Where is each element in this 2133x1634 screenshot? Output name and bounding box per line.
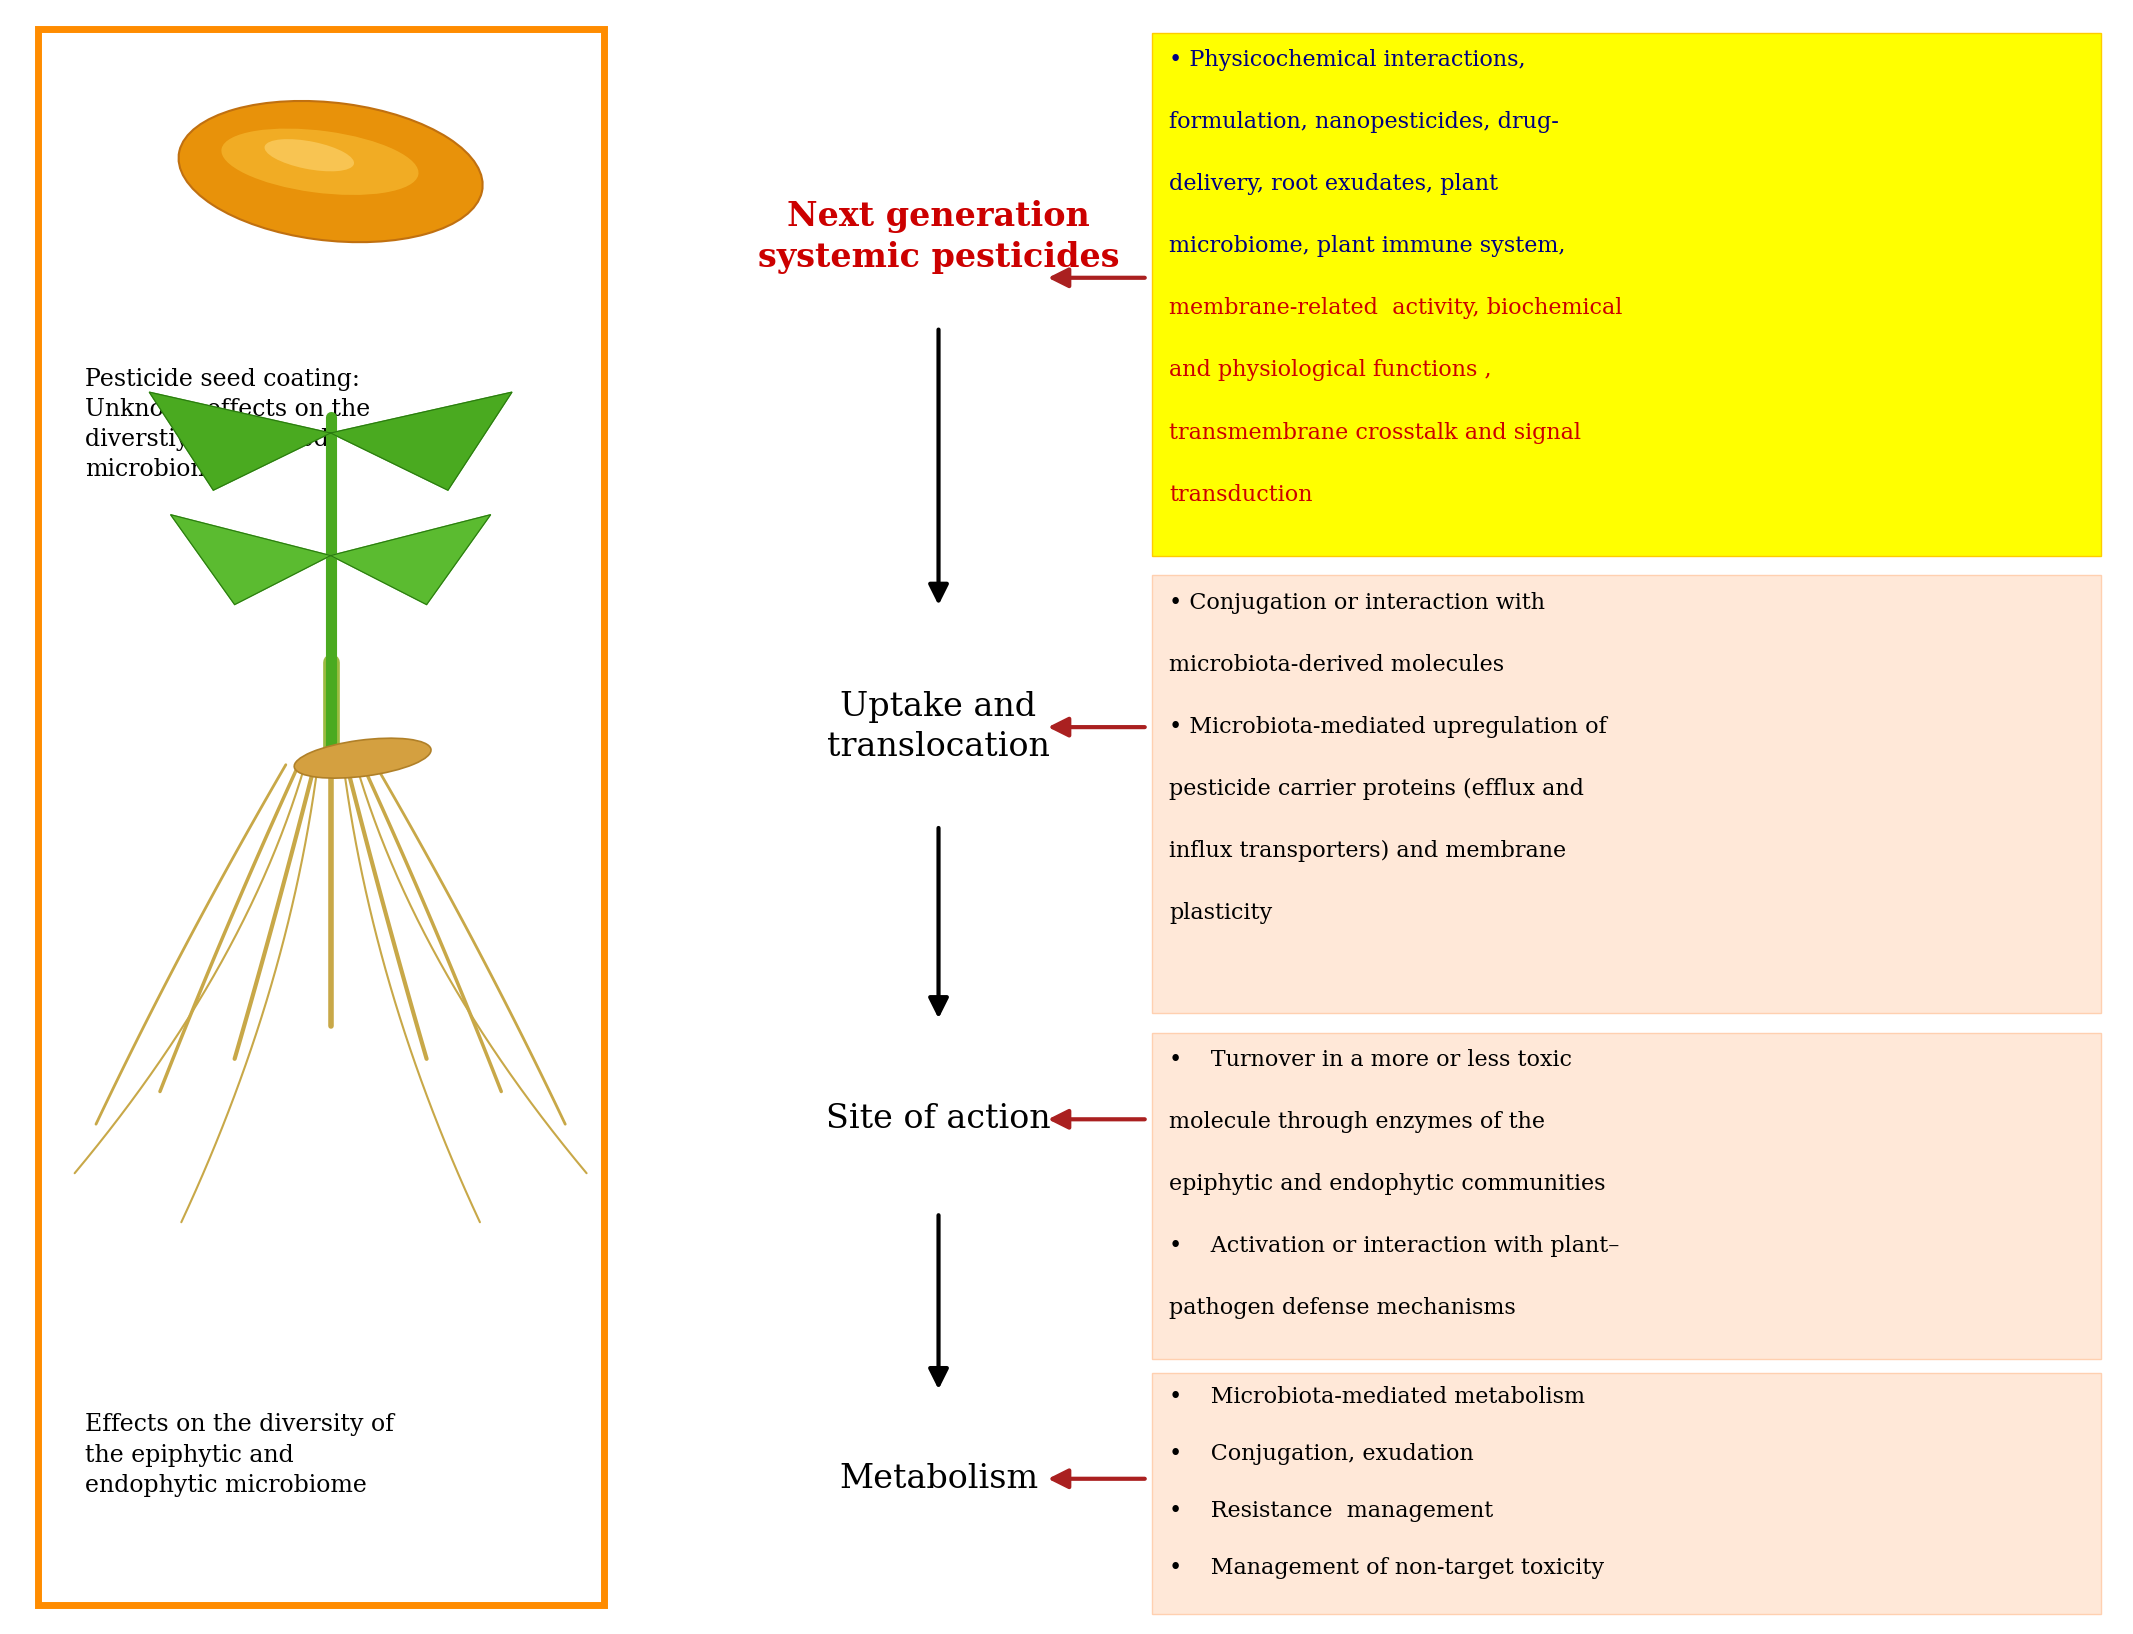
- Text: membrane-related  activity, biochemical: membrane-related activity, biochemical: [1169, 297, 1623, 319]
- Text: •    Microbiota-mediated metabolism: • Microbiota-mediated metabolism: [1169, 1386, 1585, 1407]
- Text: delivery, root exudates, plant: delivery, root exudates, plant: [1169, 173, 1497, 194]
- Text: molecule through enzymes of the: molecule through enzymes of the: [1169, 1111, 1544, 1132]
- Text: • Conjugation or interaction with: • Conjugation or interaction with: [1169, 592, 1544, 613]
- FancyBboxPatch shape: [1152, 33, 2101, 556]
- Polygon shape: [149, 392, 331, 490]
- Text: Effects on the diversity of
the epiphytic and
endophytic microbiome: Effects on the diversity of the epiphyti…: [85, 1413, 395, 1497]
- Text: Next generation
systemic pesticides: Next generation systemic pesticides: [757, 199, 1120, 275]
- Text: transmembrane crosstalk and signal: transmembrane crosstalk and signal: [1169, 422, 1581, 443]
- Text: •    Resistance  management: • Resistance management: [1169, 1500, 1493, 1521]
- Text: and physiological functions ,: and physiological functions ,: [1169, 359, 1491, 381]
- FancyBboxPatch shape: [38, 29, 604, 1605]
- Text: Metabolism: Metabolism: [838, 1462, 1039, 1495]
- FancyBboxPatch shape: [1152, 1373, 2101, 1614]
- Text: •    Conjugation, exudation: • Conjugation, exudation: [1169, 1443, 1474, 1464]
- Ellipse shape: [294, 739, 431, 778]
- Text: epiphytic and endophytic communities: epiphytic and endophytic communities: [1169, 1173, 1606, 1194]
- Text: influx transporters) and membrane: influx transporters) and membrane: [1169, 840, 1566, 863]
- Ellipse shape: [179, 101, 482, 242]
- Text: • Microbiota-mediated upregulation of: • Microbiota-mediated upregulation of: [1169, 716, 1606, 737]
- Text: Uptake and
translocation: Uptake and translocation: [828, 691, 1049, 763]
- Text: pathogen defense mechanisms: pathogen defense mechanisms: [1169, 1297, 1517, 1319]
- Text: pesticide carrier proteins (efflux and: pesticide carrier proteins (efflux and: [1169, 778, 1585, 801]
- Text: Site of action: Site of action: [825, 1103, 1052, 1136]
- Text: Pesticide seed coating:
Unknown effects on the
diverstiy of the seed
microbiome: Pesticide seed coating: Unknown effects …: [85, 368, 371, 482]
- Text: • Physicochemical interactions,: • Physicochemical interactions,: [1169, 49, 1525, 70]
- Text: microbiome, plant immune system,: microbiome, plant immune system,: [1169, 235, 1566, 257]
- Text: formulation, nanopesticides, drug-: formulation, nanopesticides, drug-: [1169, 111, 1559, 132]
- Polygon shape: [331, 515, 491, 605]
- FancyBboxPatch shape: [1152, 575, 2101, 1013]
- Ellipse shape: [222, 129, 418, 194]
- Ellipse shape: [264, 139, 354, 172]
- FancyBboxPatch shape: [1152, 1033, 2101, 1359]
- Text: transduction: transduction: [1169, 484, 1312, 505]
- Text: •    Management of non-target toxicity: • Management of non-target toxicity: [1169, 1557, 1604, 1578]
- Text: plasticity: plasticity: [1169, 902, 1271, 923]
- Text: •    Turnover in a more or less toxic: • Turnover in a more or less toxic: [1169, 1049, 1572, 1070]
- Text: microbiota-derived molecules: microbiota-derived molecules: [1169, 654, 1504, 675]
- Polygon shape: [171, 515, 331, 605]
- Text: •    Activation or interaction with plant–: • Activation or interaction with plant–: [1169, 1235, 1619, 1257]
- Polygon shape: [331, 392, 512, 490]
